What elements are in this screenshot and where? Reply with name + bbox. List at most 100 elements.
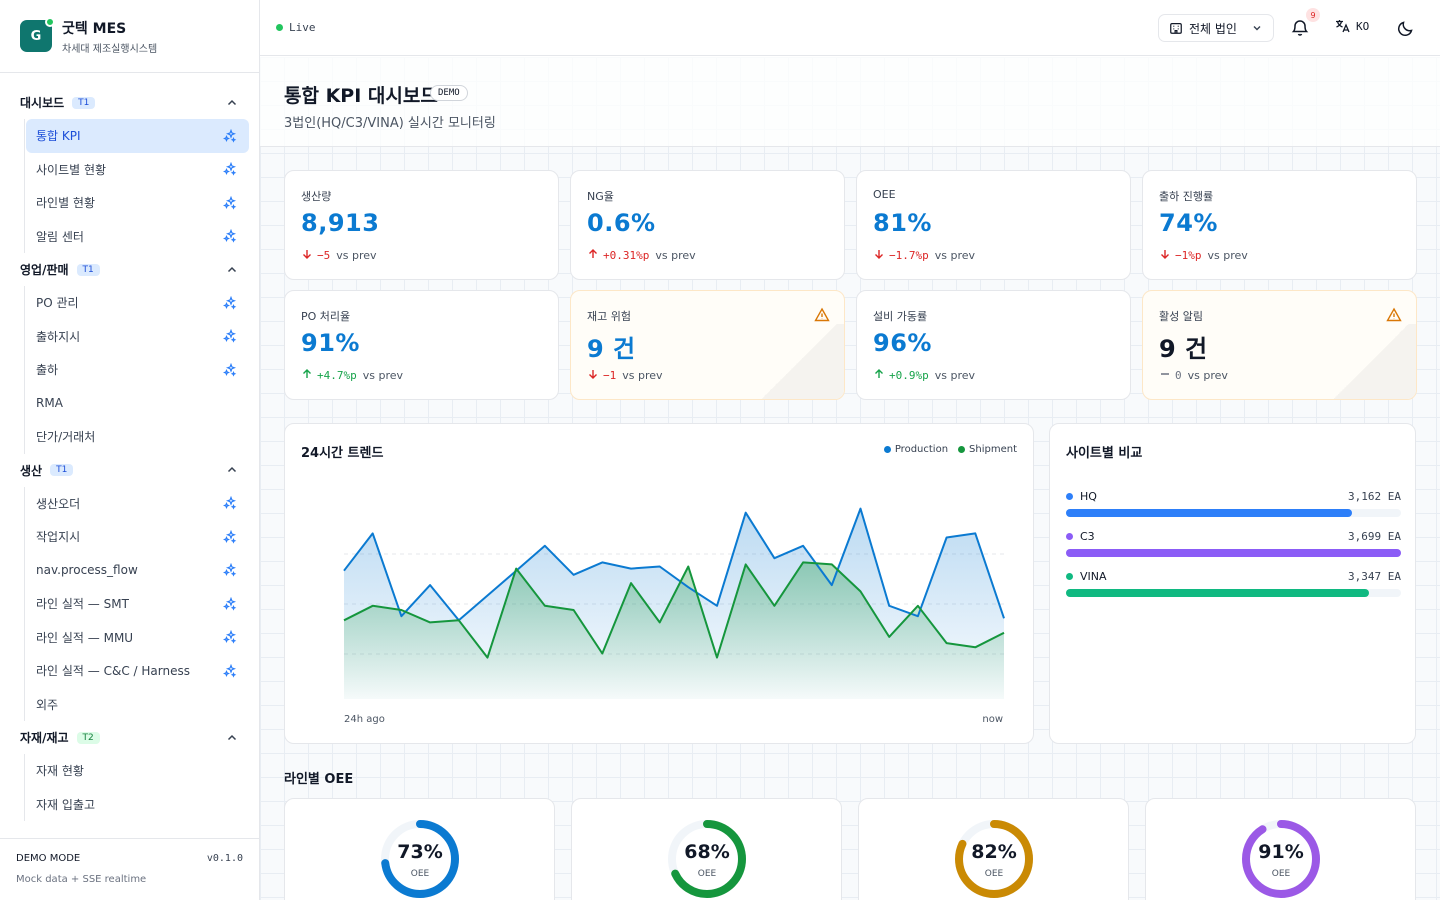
arrow-up-icon	[587, 248, 599, 263]
chevron-up-icon[interactable]	[225, 96, 239, 110]
language-toggle[interactable]: KO	[1334, 18, 1369, 34]
sidebar-item[interactable]: 출하	[26, 353, 249, 387]
warning-icon	[1386, 307, 1402, 323]
sparkle-icon	[222, 195, 237, 210]
sidebar-item-label: 사이트별 현황	[36, 162, 107, 177]
sidebar-item[interactable]: 사이트별 현황	[26, 153, 249, 187]
oee-donut	[955, 820, 1033, 898]
sidebar-item-label: 출하지시	[36, 329, 81, 344]
sparkle-icon	[222, 229, 237, 243]
sidebar-item[interactable]: 라인 실적 — C&C / Harness	[26, 654, 249, 688]
kpi-vs-label: vs prev	[934, 369, 976, 382]
line-oee-card[interactable]: 68% OEE	[571, 798, 842, 900]
sidebar-item[interactable]: 자재 현황	[26, 754, 249, 788]
language-label: KO	[1356, 19, 1370, 33]
sidebar-item[interactable]: 단가/거래처	[26, 420, 249, 454]
site-bar-track	[1066, 509, 1401, 517]
sidebar-item[interactable]: 라인별 현황	[26, 186, 249, 220]
version-label: v0.1.0	[206, 853, 243, 864]
kpi-card[interactable]: 재고 위험 9 건 −1 vs prev	[570, 290, 845, 400]
warning-icon	[814, 307, 830, 323]
kpi-value: 9 건	[1159, 335, 1208, 363]
kpi-card[interactable]: OEE 81% −1.7%p vs prev	[856, 170, 1131, 280]
kpi-change: +4.7%p	[317, 369, 357, 382]
sidebar-item-label: 외주	[36, 697, 59, 712]
sidebar-item-label: 자재 현황	[36, 764, 84, 779]
sidebar-item[interactable]: 라인 실적 — MMU	[26, 621, 249, 655]
nav-group-header[interactable]: 생산 T1	[0, 454, 259, 487]
kpi-card[interactable]: 생산량 8,913 −5 vs prev	[284, 170, 559, 280]
kpi-change: −5	[317, 249, 331, 262]
sidebar-item[interactable]: 출하지시	[26, 320, 249, 354]
oee-label: OEE	[410, 869, 430, 879]
kpi-delta: 0 vs prev	[1159, 368, 1228, 383]
sparkle-icon	[222, 563, 237, 577]
site-row[interactable]: VINA 3,347 EA	[1066, 569, 1401, 597]
sidebar-item[interactable]: 통합 KPI	[26, 119, 249, 153]
sidebar-item[interactable]: 자재 입출고	[26, 788, 249, 822]
kpi-delta: −1%p vs prev	[1159, 248, 1248, 263]
x-axis-start-label: 24h ago	[344, 714, 385, 725]
sidebar-item-label: PO 관리	[36, 296, 79, 311]
kpi-label: 출하 진행률	[1159, 190, 1214, 203]
kpi-change: −1	[603, 369, 617, 382]
kpi-card[interactable]: PO 처리율 91% +4.7%p vs prev	[284, 290, 559, 400]
oee-label: OEE	[984, 869, 1004, 879]
sidebar-item-label: 라인별 현황	[36, 196, 96, 211]
arrow-up-icon	[873, 368, 885, 383]
sidebar-item-label: 출하	[36, 363, 59, 378]
kpi-vs-label: vs prev	[934, 249, 976, 262]
notification-badge: 9	[1306, 8, 1320, 22]
site-name: C3	[1080, 529, 1095, 543]
site-row[interactable]: HQ 3,162 EA	[1066, 489, 1401, 517]
nav-group-header[interactable]: 대시보드 T1	[0, 86, 259, 119]
corp-selector[interactable]: 전체 법인	[1158, 14, 1274, 42]
sidebar-item-label: 작업지시	[36, 530, 81, 545]
series-area-shipment	[344, 562, 1004, 699]
sidebar-item-label: 자재 입출고	[36, 797, 96, 812]
oee-value: 91%	[1258, 841, 1304, 863]
tier-badge: T1	[50, 464, 74, 476]
sidebar-item[interactable]: 작업지시	[26, 520, 249, 554]
arrow-down-icon	[873, 248, 885, 263]
chevron-up-icon[interactable]	[225, 731, 239, 745]
chevron-up-icon[interactable]	[225, 263, 239, 277]
kpi-card[interactable]: 설비 가동률 96% +0.9%p vs prev	[856, 290, 1131, 400]
series-line-shipment	[343, 561, 1005, 659]
moon-icon[interactable]	[1396, 18, 1416, 38]
kpi-card[interactable]: 활성 알림 9 건 0 vs prev	[1142, 290, 1417, 400]
bell-icon[interactable]	[1290, 18, 1310, 38]
line-oee-card[interactable]: 73% OEE	[284, 798, 555, 900]
sidebar-item[interactable]: RMA	[26, 387, 249, 421]
sparkle-icon	[222, 162, 237, 176]
tier-badge: T1	[76, 263, 100, 276]
site-row[interactable]: C3 3,699 EA	[1066, 529, 1401, 557]
sidebar-item[interactable]: 외주	[26, 688, 249, 722]
line-oee-card[interactable]: 91% OEE	[1145, 798, 1416, 900]
kpi-change: +0.31%p	[603, 249, 650, 262]
nav-group-label: 생산	[20, 463, 43, 478]
trend-chart[interactable]	[285, 424, 1035, 745]
sidebar-item[interactable]: 생산오더	[26, 487, 249, 521]
nav-group-label: 자재/재고	[20, 731, 69, 745]
line-oee-card[interactable]: 82% OEE	[858, 798, 1129, 900]
brand[interactable]: G 굿텍 MES 차세대 제조실행시스템	[0, 0, 259, 73]
nav-group-header[interactable]: 자재/재고 T2	[0, 721, 259, 754]
chevron-up-icon[interactable]	[225, 463, 239, 477]
sidebar-item[interactable]: 알림 센터	[26, 220, 249, 254]
legend-shipment: Shipment	[958, 444, 1017, 455]
brand-subtitle: 차세대 제조실행시스템	[62, 43, 158, 55]
sidebar-item[interactable]: PO 관리	[26, 286, 249, 320]
kpi-card[interactable]: 출하 진행률 74% −1%p vs prev	[1142, 170, 1417, 280]
oee-donut	[668, 820, 746, 898]
sidebar-item[interactable]: nav.process_flow	[26, 554, 249, 588]
trend-legend: Production Shipment	[874, 444, 1017, 455]
nav-group-header[interactable]: 영업/판매 T1	[0, 253, 259, 286]
corp-selector-label: 전체 법인	[1189, 21, 1237, 36]
sidebar-item[interactable]: 라인 실적 — SMT	[26, 587, 249, 621]
kpi-value: 0.6%	[587, 209, 656, 237]
logo: G	[20, 17, 55, 52]
kpi-label: 설비 가동률	[873, 310, 928, 323]
kpi-card[interactable]: NG율 0.6% +0.31%p vs prev	[570, 170, 845, 280]
